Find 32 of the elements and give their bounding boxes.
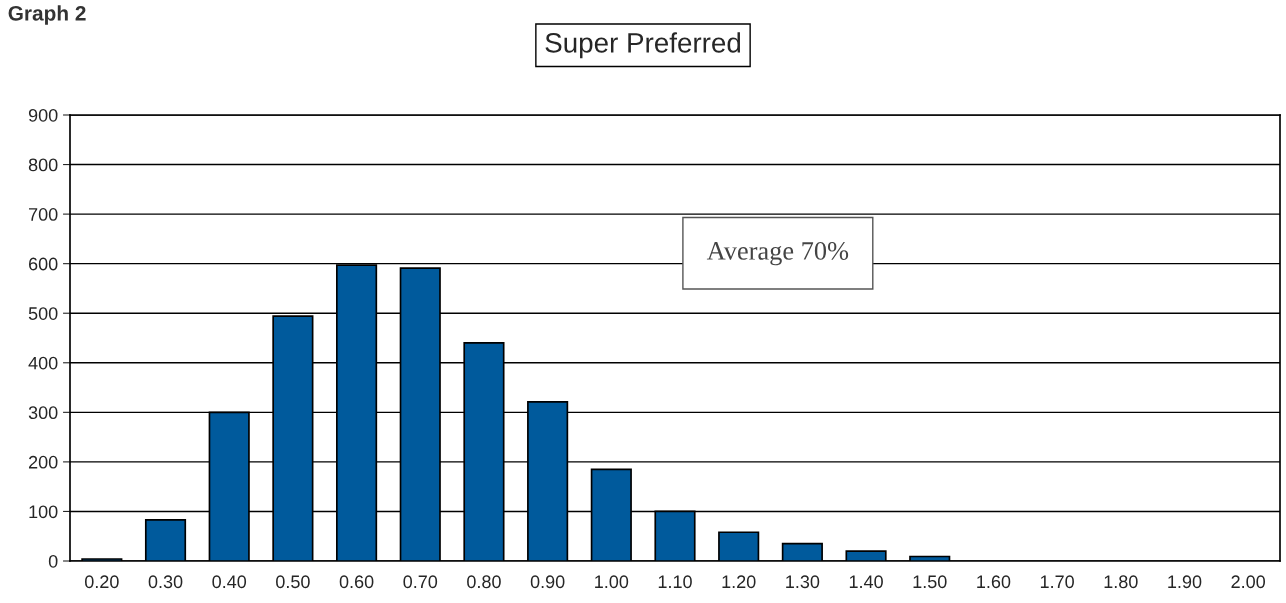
y-tick-label: 500 bbox=[28, 307, 58, 320]
x-tick-label: 1.90 bbox=[1168, 575, 1202, 589]
x-tick-label: 0.30 bbox=[148, 575, 183, 589]
x-tick-label: 1.30 bbox=[786, 575, 820, 589]
x-tick-label: 1.40 bbox=[849, 575, 883, 589]
x-tick-label: 1.80 bbox=[1104, 575, 1138, 589]
x-tick-label: 1.00 bbox=[595, 575, 629, 589]
y-tick-label: 400 bbox=[28, 356, 58, 370]
y-tick-label: 100 bbox=[29, 505, 58, 519]
x-tick-label: 1.20 bbox=[722, 575, 756, 589]
caption: Graph 2 bbox=[8, 5, 86, 25]
y-tick-label: 900 bbox=[28, 108, 58, 122]
x-tick-label: 2.00 bbox=[1231, 575, 1266, 589]
x-tick-label: 1.10 bbox=[658, 575, 692, 589]
y-tick-label: 300 bbox=[28, 406, 58, 420]
chart-title: Super Preferred bbox=[545, 32, 741, 59]
y-tick-label: 800 bbox=[28, 158, 58, 172]
x-tick-label: 0.40 bbox=[212, 575, 247, 589]
y-tick-label: 600 bbox=[28, 257, 58, 271]
annotation: Average 70% bbox=[706, 241, 849, 266]
x-tick-label: 0.50 bbox=[276, 575, 310, 589]
x-tick-label: 1.70 bbox=[1040, 575, 1074, 589]
x-tick-label: 0.60 bbox=[339, 575, 374, 589]
x-tick-label: 0.90 bbox=[530, 575, 565, 589]
x-tick-label: 1.60 bbox=[977, 575, 1011, 589]
x-tick-label: 0.70 bbox=[403, 575, 438, 589]
x-tick-label: 0.20 bbox=[84, 575, 119, 589]
y-tick-label: 0 bbox=[48, 554, 58, 568]
y-tick-label: 200 bbox=[28, 455, 58, 469]
x-tick-label: 0.80 bbox=[467, 575, 501, 589]
x-tick-label: 1.50 bbox=[913, 575, 947, 589]
y-tick-label: 700 bbox=[29, 208, 58, 221]
